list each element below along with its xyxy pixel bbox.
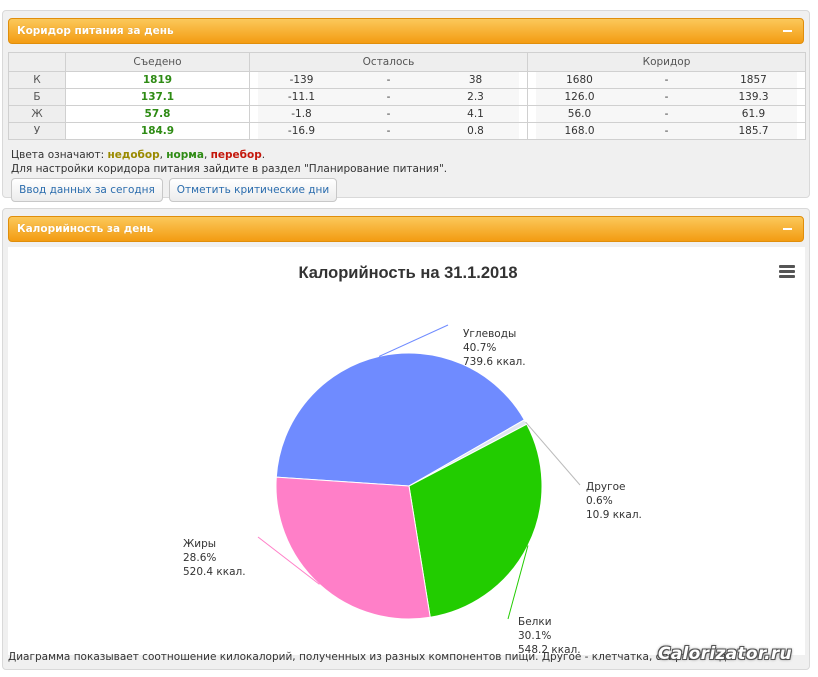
column-header-eaten: Съедено: [65, 52, 250, 72]
corridor-max: 1857: [740, 74, 767, 86]
calorie-panel: Калорийность за день Калорийность на 31.…: [2, 208, 810, 670]
calorie-panel-header[interactable]: Калорийность за день: [8, 216, 804, 242]
corridor-max: 185.7: [738, 125, 769, 137]
corridor-max: 61.9: [741, 108, 766, 120]
row-label: Ж: [8, 105, 66, 123]
left-max: 2.3: [467, 91, 484, 103]
legend-prefix: Цвета означают:: [11, 149, 108, 161]
left-max: 38: [468, 74, 483, 86]
legend-over: перебор: [210, 149, 262, 161]
left-max: 0.8: [467, 125, 484, 137]
color-legend: Цвета означают: недобор, норма, перебор.: [11, 149, 265, 161]
left-min: -16.9: [287, 125, 316, 137]
corridor-panel-title: Коридор питания за день: [17, 25, 174, 37]
slice-connector-0: [378, 324, 449, 357]
corridor-table: Съедено Осталось Коридор К 1819 -139 - 3…: [8, 52, 806, 140]
row-label: У: [8, 122, 66, 140]
column-header-left: Осталось: [249, 52, 528, 72]
corridor-sep: -: [664, 108, 669, 120]
legend-sep: ,: [203, 149, 211, 161]
eaten-value: 137.1: [65, 88, 250, 106]
left-min: -139: [289, 74, 314, 86]
left-sep: -: [386, 74, 391, 86]
column-header-label: [8, 52, 66, 72]
chart-caption: Диаграмма показывает соотношение килокал…: [8, 651, 730, 663]
chart-container: Калорийность на 31.1.2018 Углеводы 40.7% 7…: [8, 247, 805, 656]
table-row: Б 137.1 -11.1 - 2.3 126.0 - 139.3: [8, 88, 806, 106]
left-sep: -: [386, 125, 391, 137]
slice-name-label: Другое: [586, 481, 625, 493]
corridor-sep: -: [664, 125, 669, 137]
collapse-minus-icon[interactable]: [783, 30, 792, 32]
slice-connector-1: [525, 421, 581, 486]
slice-name-label: Углеводы: [463, 328, 516, 340]
slice-kcal-label: 548.2 ккал.: [518, 644, 581, 655]
left-min: -11.1: [287, 91, 316, 103]
corridor-max: 139.3: [738, 91, 769, 103]
left-min: -1.8: [291, 108, 312, 120]
corridor-min: 126.0: [564, 91, 595, 103]
row-label: Б: [8, 88, 66, 106]
slice-connector-3: [257, 536, 320, 585]
planning-hint: Для настройки коридора питания зайдите в…: [11, 163, 448, 175]
legend-sep: ,: [159, 149, 167, 161]
corridor-table-header: Съедено Осталось Коридор: [8, 52, 806, 72]
table-row: У 184.9 -16.9 - 0.8 168.0 - 185.7: [8, 122, 806, 140]
collapse-minus-icon[interactable]: [783, 228, 792, 230]
corridor-panel: Коридор питания за день Съедено Осталось…: [2, 10, 810, 202]
legend-under: недобор: [107, 149, 160, 161]
column-header-corridor: Коридор: [527, 52, 806, 72]
legend-end: .: [261, 149, 266, 161]
slice-connector-2: [507, 545, 529, 620]
calorie-panel-title: Калорийность за день: [17, 223, 154, 235]
corridor-min: 56.0: [567, 108, 592, 120]
slice-kcal-label: 739.6 ккал.: [463, 356, 526, 368]
corridor-min: 1680: [566, 74, 593, 86]
slice-kcal-label: 520.4 ккал.: [183, 566, 246, 578]
eaten-value: 184.9: [65, 122, 250, 140]
slice-percent-label: 28.6%: [183, 552, 216, 564]
corridor-min: 168.0: [564, 125, 595, 137]
hamburger-menu-icon[interactable]: [779, 265, 795, 279]
slice-name-label: Жиры: [183, 538, 216, 550]
legend-norm: норма: [166, 149, 204, 161]
corridor-panel-header[interactable]: Коридор питания за день: [8, 18, 804, 44]
pie-slice-2[interactable]: [408, 423, 543, 618]
watermark-logo: Calorizator.ru: [658, 644, 792, 664]
corridor-sep: -: [664, 74, 669, 86]
left-sep: -: [386, 91, 391, 103]
mark-critical-days-button[interactable]: Отметить критические дни: [169, 178, 337, 202]
left-max: 4.1: [467, 108, 484, 120]
chart-title: Калорийность на 31.1.2018: [298, 264, 517, 282]
table-row: Ж 57.8 -1.8 - 4.1 56.0 - 61.9: [8, 105, 806, 123]
slice-kcal-label: 10.9 ккал.: [586, 509, 642, 521]
slice-percent-label: 40.7%: [463, 342, 496, 354]
table-row: К 1819 -139 - 38 1680 - 1857: [8, 71, 806, 89]
eaten-value: 57.8: [65, 105, 250, 123]
corridor-sep: -: [664, 91, 669, 103]
pie-chart: Калорийность на 31.1.2018 Углеводы 40.7% 7…: [183, 264, 642, 656]
slice-percent-label: 30.1%: [518, 630, 551, 642]
slice-name-label: Белки: [518, 616, 552, 628]
row-label: К: [8, 71, 66, 89]
eaten-value: 1819: [65, 71, 250, 89]
left-sep: -: [386, 108, 391, 120]
pie-slice-3[interactable]: [275, 476, 431, 620]
enter-today-data-button[interactable]: Ввод данных за сегодня: [11, 178, 163, 202]
slice-percent-label: 0.6%: [586, 495, 613, 507]
